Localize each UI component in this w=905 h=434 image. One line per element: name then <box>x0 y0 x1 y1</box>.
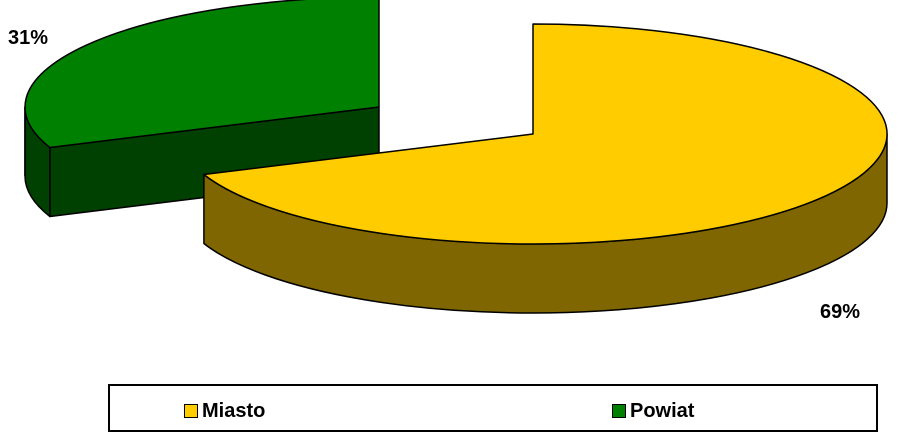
pie-slices <box>24 0 888 314</box>
legend-label-powiat: Powiat <box>630 399 695 422</box>
chart-legend: Miasto Powiat <box>108 384 878 432</box>
data-label-powiat: 31% <box>8 27 48 49</box>
slice-top-miasto <box>203 23 888 245</box>
legend-item-powiat: Powiat <box>612 400 694 422</box>
slice-top-powiat <box>24 0 380 149</box>
legend-label-miasto: Miasto <box>202 399 266 422</box>
legend-swatch-miasto <box>184 404 198 418</box>
slice-powiat <box>24 0 380 218</box>
data-label-miasto: 69% <box>820 301 860 323</box>
legend-item-miasto: Miasto <box>184 400 265 422</box>
slice-miasto <box>203 23 888 314</box>
legend-swatch-powiat <box>612 404 626 418</box>
